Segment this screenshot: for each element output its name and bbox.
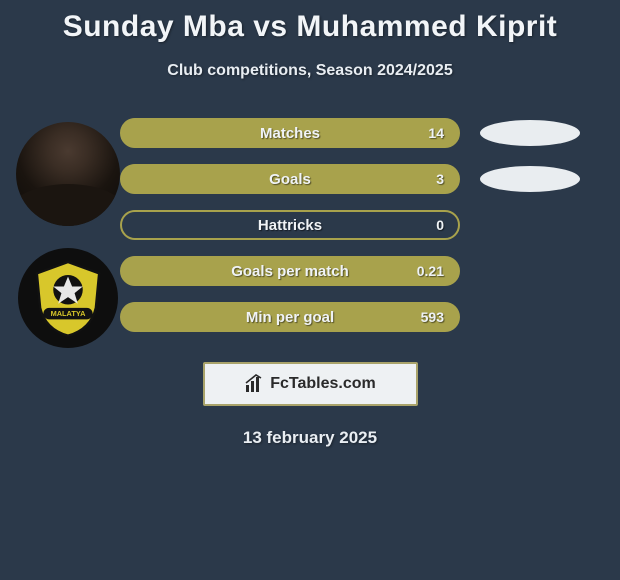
stat-value: 593 (421, 309, 444, 325)
brand-badge: FcTables.com (203, 362, 418, 406)
brand-chart-icon (244, 374, 264, 394)
club-badge-icon: MALATYA (27, 257, 109, 339)
comparison-ellipse (480, 120, 580, 146)
stat-label: Goals per match (231, 263, 349, 280)
stat-value: 14 (428, 125, 444, 141)
stat-label: Matches (260, 125, 320, 142)
left-graphic-stack: MALATYA (8, 122, 128, 348)
page-date: 13 february 2025 (0, 428, 620, 448)
stat-label: Hattricks (258, 217, 322, 234)
stat-label: Min per goal (246, 309, 334, 326)
brand-text: FcTables.com (270, 375, 376, 393)
stat-row-right (460, 120, 600, 146)
stat-value: 0 (436, 217, 444, 233)
stat-pill: Goals 3 (120, 164, 460, 194)
stat-pill: Matches 14 (120, 118, 460, 148)
club-badge: MALATYA (18, 248, 118, 348)
page-subtitle: Club competitions, Season 2024/2025 (0, 62, 620, 80)
comparison-ellipse (480, 166, 580, 192)
stat-pill: Hattricks 0 (120, 210, 460, 240)
stat-pill: Goals per match 0.21 (120, 256, 460, 286)
stat-label: Goals (269, 171, 311, 188)
page-title: Sunday Mba vs Muhammed Kiprit (0, 0, 620, 44)
stat-pill: Min per goal 593 (120, 302, 460, 332)
club-badge-text: MALATYA (51, 309, 86, 318)
player-avatar (16, 122, 120, 226)
stat-row-right (460, 166, 600, 192)
stat-value: 3 (436, 171, 444, 187)
stat-value: 0.21 (417, 263, 444, 279)
